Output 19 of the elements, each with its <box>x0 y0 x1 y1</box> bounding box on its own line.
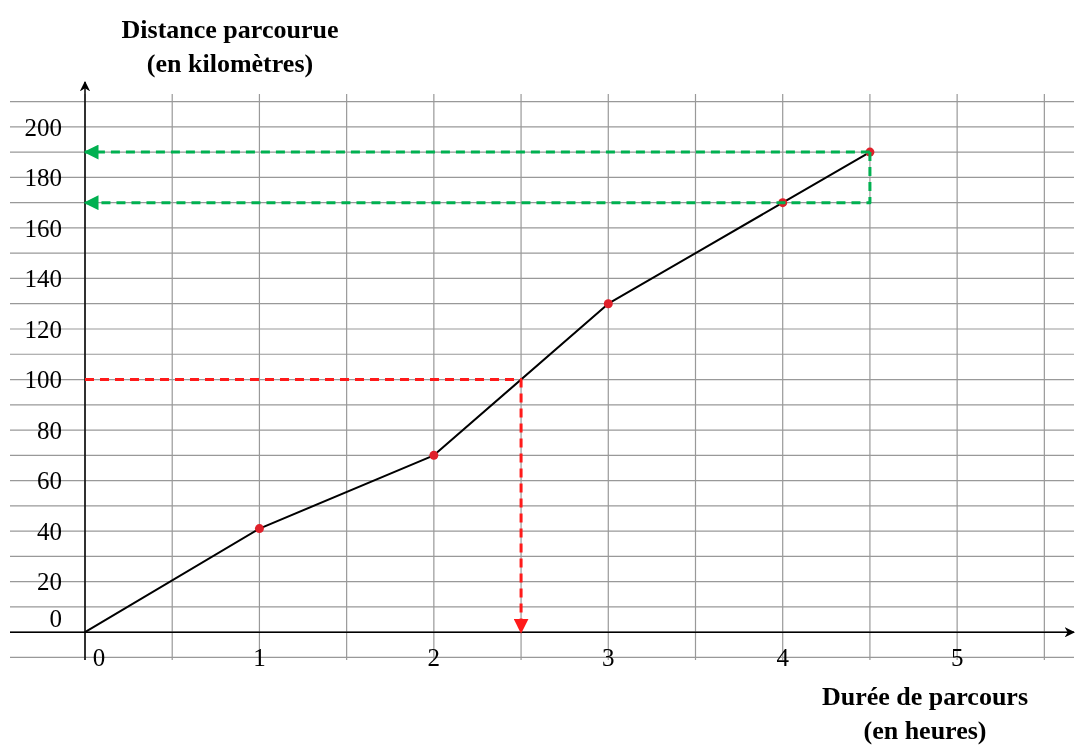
y-tick-label: 80 <box>37 416 62 444</box>
x-tick-label: 0 <box>92 644 106 672</box>
x-tick-label: 1 <box>253 644 266 672</box>
y-tick-label: 60 <box>37 467 62 495</box>
x-tick-label: 2 <box>427 644 441 672</box>
y-tick-label: 180 <box>24 164 62 192</box>
x-tick-label: 3 <box>602 644 615 672</box>
y-tick-label: 160 <box>24 214 62 242</box>
y-tick-label: 120 <box>24 315 62 343</box>
y-tick-label: 140 <box>24 265 62 293</box>
x-tick-label: 5 <box>950 644 964 672</box>
x-axis-title: Durée de parcours (en heures) <box>821 682 1029 745</box>
y-tick-label: 20 <box>37 568 62 596</box>
x-tick-label: 4 <box>776 644 790 672</box>
y-tick-label: 200 <box>24 113 62 141</box>
y-tick-label: 40 <box>37 517 62 545</box>
y-tick-label: 0 <box>49 604 62 632</box>
y-axis-title: Distance parcourue (en kilomètres) <box>121 15 339 78</box>
y-tick-label: 100 <box>24 366 62 394</box>
